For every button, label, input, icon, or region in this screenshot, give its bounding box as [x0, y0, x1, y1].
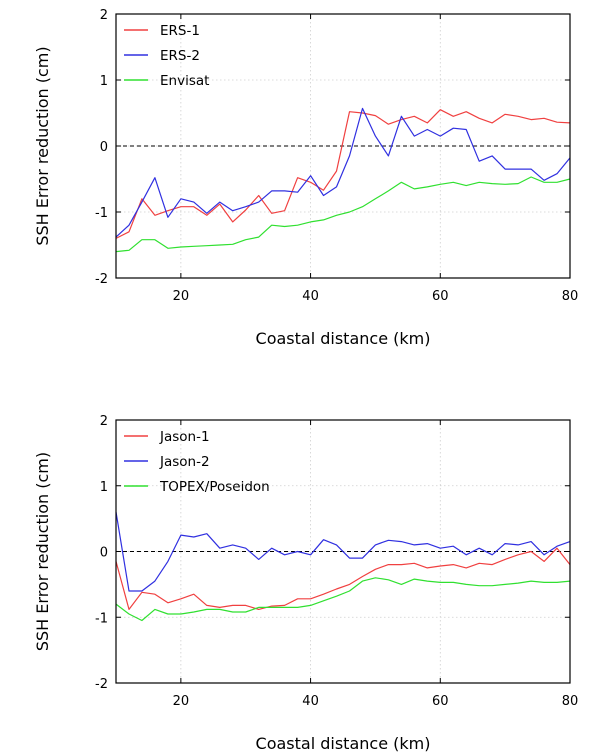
x-axis-label: Coastal distance (km): [256, 734, 431, 753]
legend-entry: Jason-1: [159, 429, 210, 445]
y-tick-label: -1: [95, 611, 108, 626]
x-tick-label: 80: [562, 694, 579, 709]
series-line-jason-1: [115, 547, 571, 611]
legend-entry: ERS-1: [160, 23, 200, 39]
legend-entry: Jason-2: [159, 454, 210, 470]
series-line-ers-1: [115, 109, 571, 239]
x-tick-label: 40: [302, 289, 319, 304]
y-tick-label: 1: [100, 74, 108, 89]
legend-entry: TOPEX/Poseidon: [159, 479, 270, 495]
series-line-ers-2: [115, 107, 571, 238]
y-tick-label: 2: [100, 8, 108, 23]
y-axis-label: SSH Error reduction (cm): [33, 452, 52, 651]
x-tick-label: 20: [173, 289, 190, 304]
x-tick-label: 60: [432, 694, 449, 709]
y-tick-label: -1: [95, 206, 108, 221]
x-axis-label: Coastal distance (km): [256, 329, 431, 348]
legend-entry: ERS-2: [160, 48, 200, 64]
y-tick-label: 2: [100, 414, 108, 429]
legend-entry: Envisat: [160, 73, 209, 89]
y-axis-label: SSH Error reduction (cm): [33, 46, 52, 245]
x-tick-label: 40: [302, 694, 319, 709]
y-tick-label: 1: [100, 480, 108, 495]
series-line-jason-2: [115, 511, 571, 592]
series-line-envisat: [115, 176, 571, 253]
chart-panel-2: 20 40 60 80 -2 -1 0 1 2 Coastal distance (km) SSH …: [33, 414, 578, 753]
series-line-topex-poseidon: [115, 577, 571, 622]
x-tick-label: 60: [432, 289, 449, 304]
chart-panel-1: 20 40 60 80 -2 -1 0 1 2 Coastal distance (km) SSH …: [33, 8, 578, 348]
y-tick-label: -2: [95, 677, 108, 692]
y-tick-label: 0: [100, 546, 108, 561]
x-tick-label: 80: [562, 289, 579, 304]
x-tick-label: 20: [173, 694, 190, 709]
y-tick-label: 0: [100, 140, 108, 155]
y-tick-label: -2: [95, 272, 108, 287]
